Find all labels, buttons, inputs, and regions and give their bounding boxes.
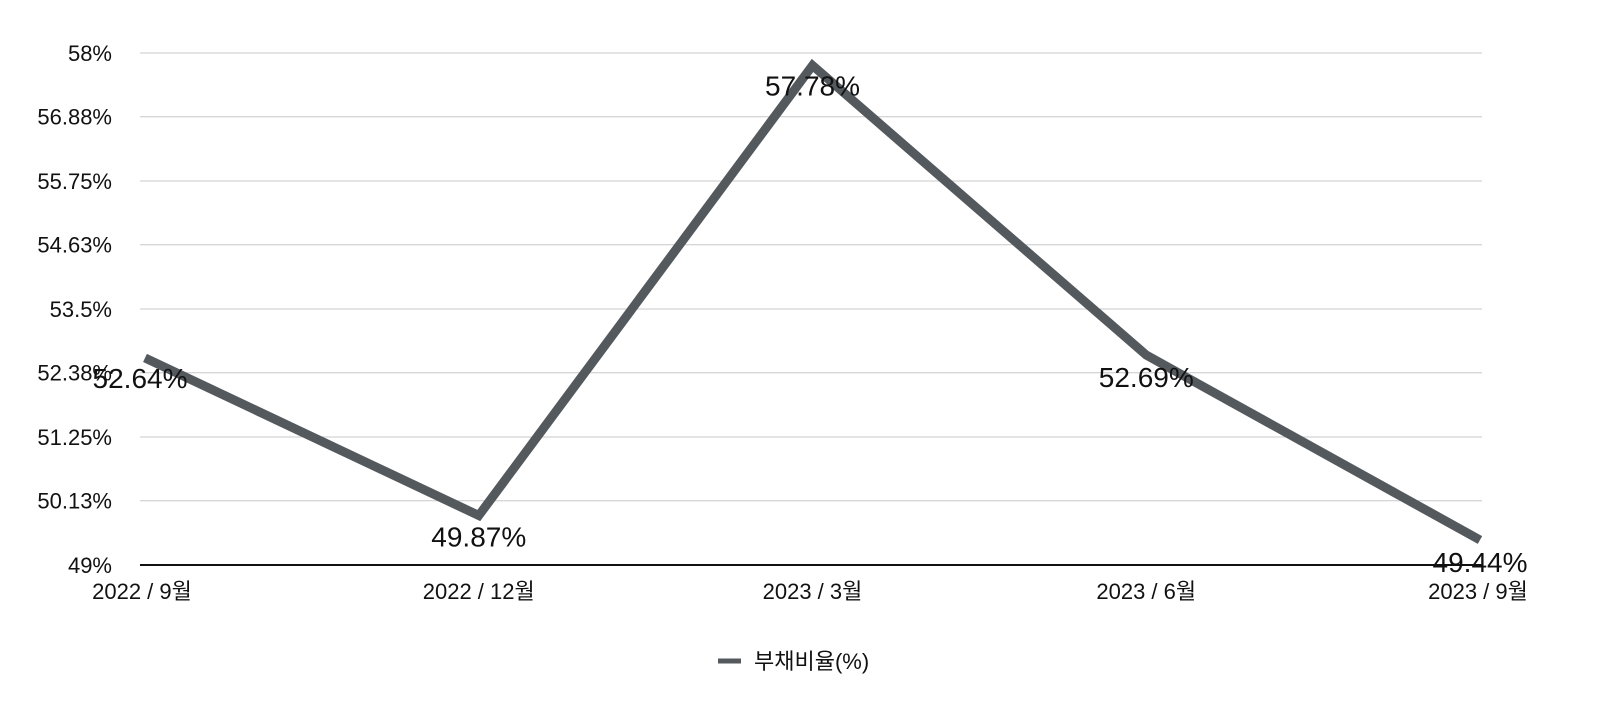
x-tick-label: 2022 / 9월 (92, 579, 192, 604)
y-tick-label: 51.25% (37, 425, 112, 450)
x-tick-label: 2022 / 12월 (423, 579, 535, 604)
data-label: 52.64% (93, 363, 188, 394)
data-label: 52.69% (1099, 362, 1194, 393)
data-label: 57.78% (765, 71, 860, 102)
y-tick-label: 56.88% (37, 105, 112, 130)
y-tick-label: 55.75% (37, 169, 112, 194)
y-tick-label: 50.13% (37, 489, 112, 514)
x-tick-label: 2023 / 3월 (763, 579, 863, 604)
data-labels: 52.64% 49.87% 57.78% 52.69% 49.44% (93, 71, 1528, 578)
x-axis-ticks: 2022 / 9월 2022 / 12월 2023 / 3월 2023 / 6월 202… (92, 579, 1528, 604)
data-label: 49.87% (431, 522, 526, 553)
y-axis-ticks: 58% 56.88% 55.75% 54.63% 53.5% 52.38% 51.25% 50… (37, 41, 112, 578)
x-tick-label: 2023 / 6월 (1096, 579, 1196, 604)
legend: 부채비율(%) (718, 649, 869, 674)
legend-label: 부채비율(%) (754, 649, 869, 674)
y-tick-label: 53.5% (50, 297, 112, 322)
y-tick-label: 52.38% (37, 361, 112, 386)
gridlines (140, 52, 1482, 502)
y-tick-label: 49% (68, 553, 112, 578)
y-tick-label: 54.63% (37, 233, 112, 258)
series-line (143, 58, 1483, 544)
x-tick-label: 2023 / 9월 (1428, 579, 1528, 604)
y-tick-label: 58% (68, 41, 112, 66)
data-label: 49.44% (1433, 547, 1528, 578)
